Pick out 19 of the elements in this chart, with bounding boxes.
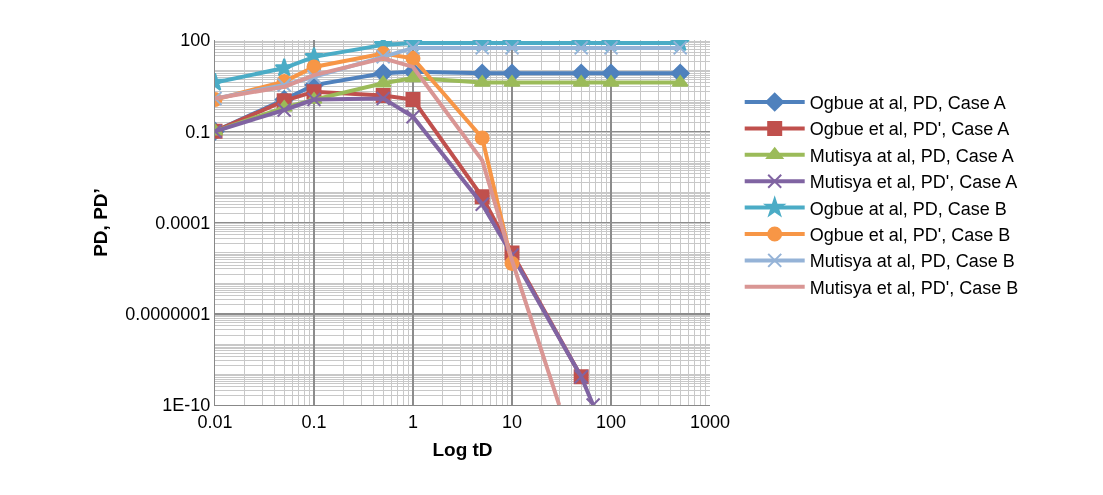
y-tick-label: 0.0001 — [155, 212, 211, 233]
x-axis-title: Log tD — [432, 439, 493, 461]
legend-label: Mutisya et al, PD', Case B — [809, 277, 1019, 298]
x-tick-label: 10 — [501, 411, 523, 432]
y-tick-label: 100 — [180, 30, 211, 51]
legend-label: Ogbue et al, PD', Case A — [809, 119, 1010, 140]
legend-label: Mutisya et al, PD', Case A — [809, 172, 1018, 193]
x-tick-label: 1000 — [689, 411, 731, 432]
legend-label: Mutisya at al, PD, Case A — [809, 145, 1014, 166]
y-tick-label: 0.0000001 — [125, 304, 211, 325]
y-axis-title: PD, PD’ — [90, 188, 112, 257]
legend-label: Ogbue et al, PD', Case B — [809, 225, 1011, 246]
legend-label: Mutisya at al, PD, Case B — [809, 251, 1015, 272]
x-tick-label: 100 — [595, 411, 627, 432]
legend-label: Ogbue at al, PD, Case B — [809, 198, 1007, 219]
y-tick-label: 0.1 — [185, 121, 211, 142]
x-tick-label: 1 — [407, 411, 419, 432]
x-tick-label: 0.1 — [301, 411, 327, 432]
legend-label: Ogbue at al, PD, Case A — [809, 93, 1006, 114]
